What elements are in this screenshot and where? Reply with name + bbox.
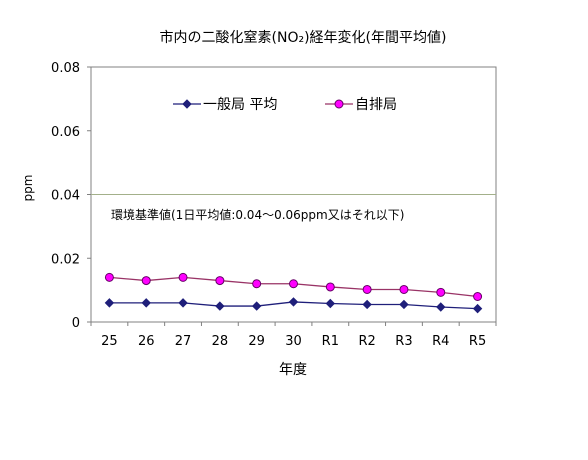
data-point xyxy=(325,298,336,309)
x-tick-label: R4 xyxy=(432,334,449,349)
data-point xyxy=(288,297,299,307)
series-2 xyxy=(104,272,483,301)
chart-title: 市内の二酸化窒素(NO₂)経年変化(年間平均値) xyxy=(160,29,447,46)
data-point xyxy=(436,302,446,312)
data-point xyxy=(399,284,409,294)
data-point xyxy=(178,298,188,308)
reference-line-group: 環境基準値(1日平均値:0.04～0.06ppm又はそれ以下) xyxy=(91,194,496,222)
y-tick-label: 0.06 xyxy=(51,125,80,140)
x-tick-label: 27 xyxy=(175,334,192,349)
data-point xyxy=(252,279,262,289)
y-tick-label: 0.08 xyxy=(51,61,80,76)
legend-item: 一般局 平均 xyxy=(173,97,277,113)
data-point xyxy=(289,279,298,289)
x-tick-label: 25 xyxy=(101,334,118,349)
legend: 一般局 平均 自排局 xyxy=(173,97,397,113)
y-tick-label: 0.04 xyxy=(51,189,80,204)
x-tick-label: 26 xyxy=(138,334,155,349)
data-point xyxy=(362,284,372,294)
data-point xyxy=(436,287,446,297)
data-point xyxy=(104,272,114,282)
data-point xyxy=(104,298,115,308)
x-tick-label: 29 xyxy=(248,334,265,349)
x-tick-label: R5 xyxy=(469,334,486,349)
data-point xyxy=(473,292,483,301)
series-group xyxy=(104,272,483,314)
data-point xyxy=(215,276,225,286)
y-axis: 0 0.02 0.04 0.06 0.08 xyxy=(51,61,91,331)
legend-marker xyxy=(182,99,192,109)
series-1 xyxy=(104,297,483,314)
x-tick-label: R1 xyxy=(322,334,339,349)
data-point xyxy=(141,276,151,286)
x-tick-label: R2 xyxy=(358,334,375,349)
legend-label: 一般局 平均 xyxy=(203,97,277,113)
y-tick-label: 0.02 xyxy=(51,252,80,267)
data-point xyxy=(178,272,188,282)
data-point xyxy=(141,298,151,308)
legend-marker xyxy=(334,99,344,109)
data-point xyxy=(362,299,372,310)
legend-item: 自排局 xyxy=(325,97,397,113)
data-point xyxy=(325,282,335,292)
x-tick-label: 28 xyxy=(212,334,229,349)
data-point xyxy=(472,303,483,314)
data-point xyxy=(399,299,409,310)
x-axis: 25 26 27 28 29 30 R1 R2 R3 R4 R5 xyxy=(90,322,497,349)
y-tick-label: 0 xyxy=(72,316,80,331)
x-tick-label: R3 xyxy=(395,334,412,349)
x-tick-label: 30 xyxy=(285,334,302,349)
y-axis-label: ppm xyxy=(21,175,35,202)
data-point xyxy=(215,301,225,311)
reference-line-label: 環境基準値(1日平均値:0.04～0.06ppm又はそれ以下) xyxy=(111,207,404,222)
x-axis-label: 年度 xyxy=(279,362,307,378)
data-point xyxy=(251,301,262,311)
legend-label: 自排局 xyxy=(355,97,397,113)
